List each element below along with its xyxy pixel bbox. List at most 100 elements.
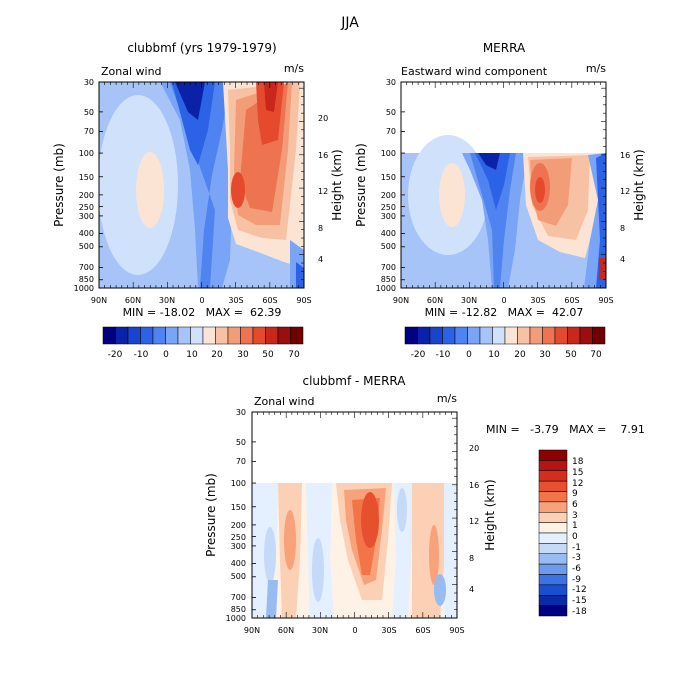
- height-tick-label: 20: [318, 114, 328, 123]
- colorbar-label: 0: [163, 350, 169, 360]
- height-tick-label: 16: [620, 151, 630, 160]
- y-tick-label: 1000: [226, 614, 246, 623]
- colorbar-swatch: [277, 326, 291, 345]
- colorbar-swatch: [538, 491, 568, 503]
- colorbar-label: 20: [211, 350, 223, 360]
- x-tick-label: 60S: [415, 626, 430, 635]
- x-tick-label: 60S: [262, 296, 277, 305]
- colorbar-swatch: [538, 512, 568, 523]
- colorbar-swatch: [538, 460, 568, 471]
- x-tick-label: 90N: [244, 626, 260, 635]
- colorbar-label: 3: [572, 511, 578, 521]
- colorbar-label: -10: [436, 350, 451, 360]
- colorbar-swatch: [265, 326, 279, 345]
- colorbar-label: -10: [134, 350, 149, 360]
- y-tick-label: 70: [84, 127, 94, 136]
- colorbar-swatch: [454, 326, 468, 345]
- y-tick-label: 400: [231, 559, 246, 568]
- colorbar-label: 50: [262, 350, 274, 360]
- colorbar-swatch: [538, 480, 568, 492]
- colorbar-swatch: [417, 326, 431, 345]
- height-tick-label: 20: [469, 444, 479, 453]
- colorbar-swatches: [102, 326, 304, 345]
- y-tick-label: 70: [386, 127, 396, 136]
- y-axis-label-right: Height (km): [483, 479, 497, 550]
- colorbar-label: 0: [466, 350, 472, 360]
- y-tick-label: 850: [381, 275, 396, 284]
- x-tick-label: 60N: [427, 296, 443, 305]
- panel-subtitle: Zonal wind: [254, 395, 315, 408]
- x-tick-label: 30N: [461, 296, 477, 305]
- height-tick-label: 8: [469, 554, 474, 563]
- y-axis-label: Pressure (mb): [52, 143, 66, 227]
- colorbar-swatch: [567, 326, 581, 345]
- colorbar-swatch: [165, 326, 179, 345]
- colorbar-swatch: [538, 543, 568, 554]
- colorbar-swatch: [538, 574, 568, 586]
- y-axis-label-right: Height (km): [330, 149, 344, 220]
- colorbar-label: 70: [288, 350, 300, 360]
- colorbar-swatch: [202, 326, 216, 345]
- colorbar-label: 18: [572, 457, 584, 467]
- x-tick-label: 0: [199, 296, 204, 305]
- colorbar-swatch: [190, 326, 204, 345]
- contour-field: [252, 412, 457, 618]
- y-tick-label: 30: [386, 78, 396, 87]
- colorbar-swatch: [538, 470, 568, 482]
- colorbar-swatch: [115, 326, 129, 345]
- colorbar-swatch: [579, 326, 593, 345]
- x-tick-label: 60N: [278, 626, 294, 635]
- y-tick-label: 250: [79, 203, 94, 212]
- colorbar-swatch: [479, 326, 493, 345]
- colorbar-swatch: [227, 326, 241, 345]
- y-tick-label: 30: [84, 78, 94, 87]
- height-tick-label: 8: [318, 224, 323, 233]
- colorbar-swatch: [429, 326, 443, 345]
- y-tick-label: 200: [381, 191, 396, 200]
- colorbar-swatch: [492, 326, 506, 345]
- colorbar-label: -6: [572, 564, 581, 574]
- panel-difference: clubbmf - MERRA Zonal wind m/s Pressur: [204, 374, 645, 635]
- height-tick-label: 12: [469, 517, 479, 526]
- colorbar-label: 12: [572, 479, 583, 489]
- colorbar-swatch: [517, 326, 531, 345]
- panel-subtitle: Zonal wind: [101, 65, 162, 78]
- colorbar-label: 10: [488, 350, 500, 360]
- y-tick-label: 100: [79, 149, 94, 158]
- x-tick-label: 90S: [598, 296, 613, 305]
- contour-field: [401, 82, 606, 288]
- colorbar-swatch: [538, 563, 568, 575]
- contour-field: [99, 82, 304, 288]
- colorbar-swatch: [538, 501, 568, 513]
- y-tick-label: 1000: [74, 284, 94, 293]
- y-tick-label: 300: [231, 542, 246, 551]
- y-tick-label: 700: [79, 263, 94, 272]
- colorbar-swatch: [538, 553, 568, 565]
- height-tick-label: 4: [318, 255, 323, 264]
- x-tick-label: 90S: [449, 626, 464, 635]
- x-tick-label: 90N: [91, 296, 107, 305]
- y-tick-label: 100: [381, 149, 396, 158]
- colorbar-swatch: [538, 595, 568, 606]
- x-tick-label: 90N: [393, 296, 409, 305]
- colorbar-swatch: [542, 326, 556, 345]
- colorbar-label: -12: [572, 585, 587, 595]
- colorbar-swatch: [442, 326, 456, 345]
- colorbar-swatch: [529, 326, 543, 345]
- tick-marks: [98, 81, 607, 619]
- colorbar-label: 9: [572, 489, 578, 499]
- colorbar-swatch: [177, 326, 191, 345]
- colorbar-swatch: [102, 326, 116, 345]
- y-axis-label-right: Height (km): [632, 149, 646, 220]
- colorbar-label: -20: [411, 350, 426, 360]
- y-tick-label: 30: [236, 408, 246, 417]
- colorbar-label: 6: [572, 500, 578, 510]
- panel-units: m/s: [284, 62, 304, 75]
- min-max-stats: MIN = -3.79 MAX = 7.91: [486, 423, 645, 436]
- x-tick-label: 30S: [381, 626, 396, 635]
- y-tick-label: 500: [231, 572, 246, 581]
- y-tick-label: 100: [231, 479, 246, 488]
- height-tick-label: 16: [318, 151, 328, 160]
- colorbar-swatch: [404, 326, 418, 345]
